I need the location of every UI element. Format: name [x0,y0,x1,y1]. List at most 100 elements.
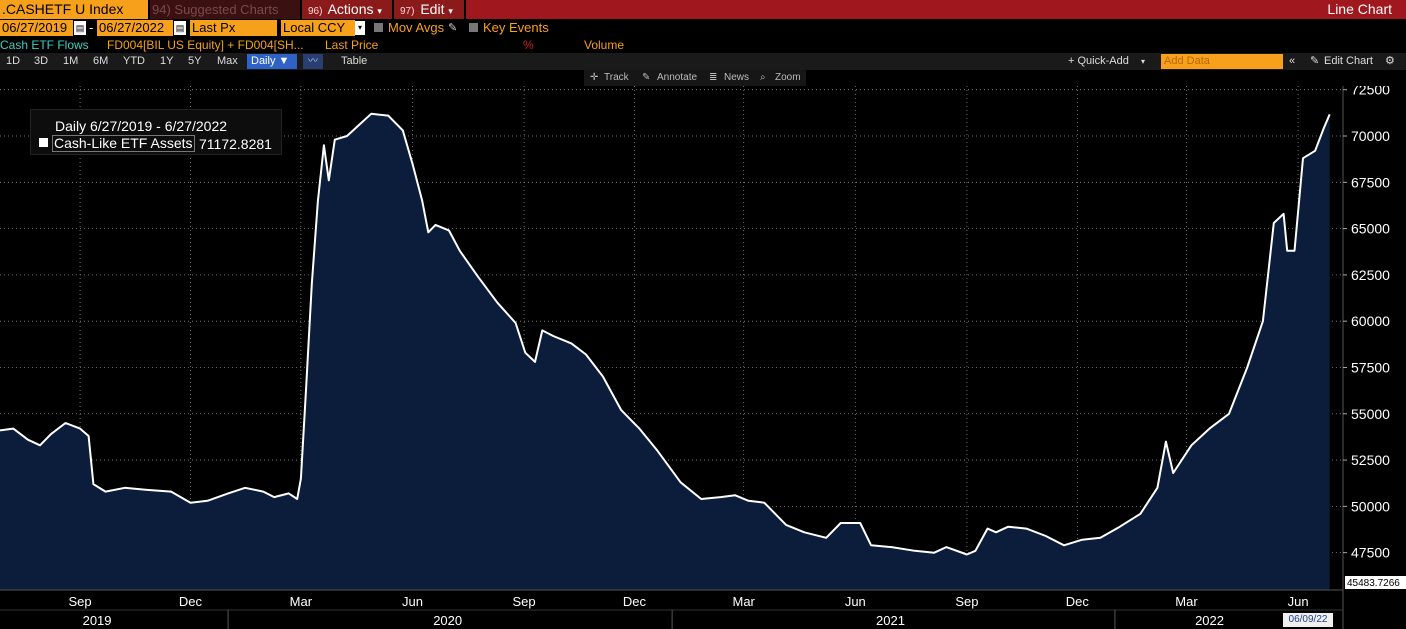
key-events-label: Key Events [483,20,549,35]
series-area [0,113,1330,591]
y-tick-label-65000: 65000 [1351,221,1390,237]
y-tick-label-57500: 57500 [1351,359,1390,375]
studies-row: Cash ETF Flows FD004[BIL US Equity] + FD… [0,37,1406,53]
y-tick-label-70000: 70000 [1351,128,1390,144]
pencil-icon[interactable]: ✎ [448,22,458,34]
x-tick-label-2020-09-01: Sep [513,594,536,609]
zoom-button[interactable]: Zoom [775,72,801,83]
edit-chevron-icon: ▾ [448,6,453,16]
x-tick-label-2021-12-01: Dec [1066,594,1090,609]
period-6m[interactable]: 6M [93,55,109,67]
x-tick-label-2020-03-01: Mar [290,594,313,609]
quick-add-chevron-icon[interactable]: ▾ [1141,57,1146,66]
x-tick-label-2021-09-01: Sep [955,594,978,609]
gear-icon[interactable]: ⚙ [1385,55,1395,67]
y-tick-label-62500: 62500 [1351,267,1390,283]
line-chart[interactable]: 47500 50000 52500 55000 57500 60000 62500 65000… [0,86,1406,629]
y-tick-label-52500: 52500 [1351,452,1390,468]
pencil-edit-icon: ✎ [1310,55,1320,67]
y-tick-label-47500: 47500 [1351,545,1390,561]
volume-label: Volume [584,38,625,52]
frequency-dropdown[interactable]: Daily ▼ [247,54,297,69]
x-tick-label-2020-12-01: Dec [623,594,647,609]
period-3d[interactable]: 3D [34,55,49,67]
start-date-field[interactable]: 06/27/2019 [0,20,73,36]
annotate-button[interactable]: Annotate [657,72,698,83]
add-data-input[interactable]: Add Data [1161,54,1283,69]
annotate-icon[interactable]: ✎ [642,72,651,83]
start-calendar-icon[interactable]: ▤ [74,21,86,35]
x-tick-label-2021-06-01: Jun [845,594,866,609]
chart-tools-row: ✛ Track ✎ Annotate ≣ News ⌕ Zoom [0,70,1406,86]
y-min-box [1345,576,1406,589]
y-axis: 47500 50000 52500 55000 57500 60000 62500 65000… [1342,86,1406,629]
period-5y[interactable]: 5Y [188,55,202,67]
chart-type-icon[interactable]: 〰 [303,54,323,69]
year-label-2021: 2021 [876,613,905,628]
period-1y[interactable]: 1Y [160,55,174,67]
title-bar: .CASHETF U Index 94) Suggested Charts 96… [0,0,1406,19]
period-ytd[interactable]: YTD [123,55,145,67]
key-events-checkbox[interactable] [469,23,478,32]
date-separator: - [89,20,94,35]
percent-symbol: % [523,38,534,52]
actions-chevron-icon: ▾ [377,6,382,16]
toolbar: 1D 3D 1M 6M YTD 1Y 5Y Max Daily ▼ 〰 Tabl… [0,53,1406,70]
edit-chart-button[interactable]: Edit Chart [1324,55,1373,67]
news-icon[interactable]: ≣ [709,72,718,83]
zoom-icon[interactable]: ⌕ [760,72,766,83]
x-tick-label-2020-06-01: Jun [402,594,423,609]
y-tick-label-72500: 72500 [1351,86,1390,98]
collapse-icon[interactable]: « [1289,55,1296,67]
controls-row: 06/27/2019 ▤ - 06/27/2022 ▤ Last Px Loca… [0,19,1406,37]
series-line [0,112,1331,556]
suggested-charts-button[interactable]: 94) Suggested Charts [150,0,300,19]
period-1d[interactable]: 1D [6,55,21,67]
view-title: Line Chart [1327,1,1392,17]
edit-number: 97) [400,6,415,17]
price-field[interactable]: Last Px [190,20,277,36]
quick-add-button[interactable]: + Quick-Add [1068,55,1129,67]
last-price-label: Last Price [325,38,379,52]
currency-dropdown-icon[interactable]: ▾ [355,21,365,35]
ticker-field[interactable]: .CASHETF U Index [0,0,148,19]
legend-series-name: Cash-Like ETF Assets [52,135,195,152]
table-button[interactable]: Table [341,55,368,67]
y-tick-label-50000: 50000 [1351,498,1390,514]
year-label-2022: 2022 [1195,613,1224,628]
chart-tools: ✛ Track ✎ Annotate ≣ News ⌕ Zoom [584,70,806,86]
grid [0,86,1343,590]
news-button[interactable]: News [724,72,750,83]
y-tick-label-55000: 55000 [1351,406,1390,422]
x-tick-label-2022-03-01: Mar [1175,594,1198,609]
edit-menu[interactable]: 97) Edit ▾ [394,0,464,19]
edit-label: Edit [420,1,445,17]
y-tick-label-60000: 60000 [1351,313,1390,329]
legend-swatch [39,138,48,147]
y-tick-label-67500: 67500 [1351,174,1390,190]
x-tick-label-2019-09-01: Sep [69,594,92,609]
x-axis: Sep Dec Mar Jun Sep Dec Mar Jun Sep Dec Mar Jun 2019… [0,589,1343,629]
period-max[interactable]: Max [217,55,238,67]
period-1m[interactable]: 1M [63,55,79,67]
track-button[interactable]: Track [604,72,629,83]
track-icon[interactable]: ✛ [590,72,599,83]
studies-title: Cash ETF Flows [0,38,89,52]
mov-avgs-label: Mov Avgs [388,20,445,35]
year-label-2020: 2020 [433,613,462,628]
actions-menu[interactable]: 96) Actions ▾ [302,0,392,19]
legend-series-value: 71172.8281 [199,136,272,152]
mov-avgs-checkbox[interactable] [374,23,383,32]
series-formula[interactable]: FD004[BIL US Equity] + FD004[SH... [107,38,304,52]
current-date-marker: 06/09/22 [1283,613,1333,627]
legend: Daily 6/27/2019 - 6/27/2022 Cash-Like ET… [30,109,282,155]
actions-label: Actions [327,1,374,17]
year-label-2019: 2019 [83,613,112,628]
end-date-field[interactable]: 06/27/2022 [97,20,173,36]
actions-number: 96) [308,6,323,17]
x-tick-label-2019-12-01: Dec [179,594,203,609]
currency-field[interactable]: Local CCY [281,20,355,36]
y-min-label: 45483.7266 [1347,578,1400,589]
title-red-bar [466,0,1406,19]
end-calendar-icon[interactable]: ▤ [174,21,186,35]
